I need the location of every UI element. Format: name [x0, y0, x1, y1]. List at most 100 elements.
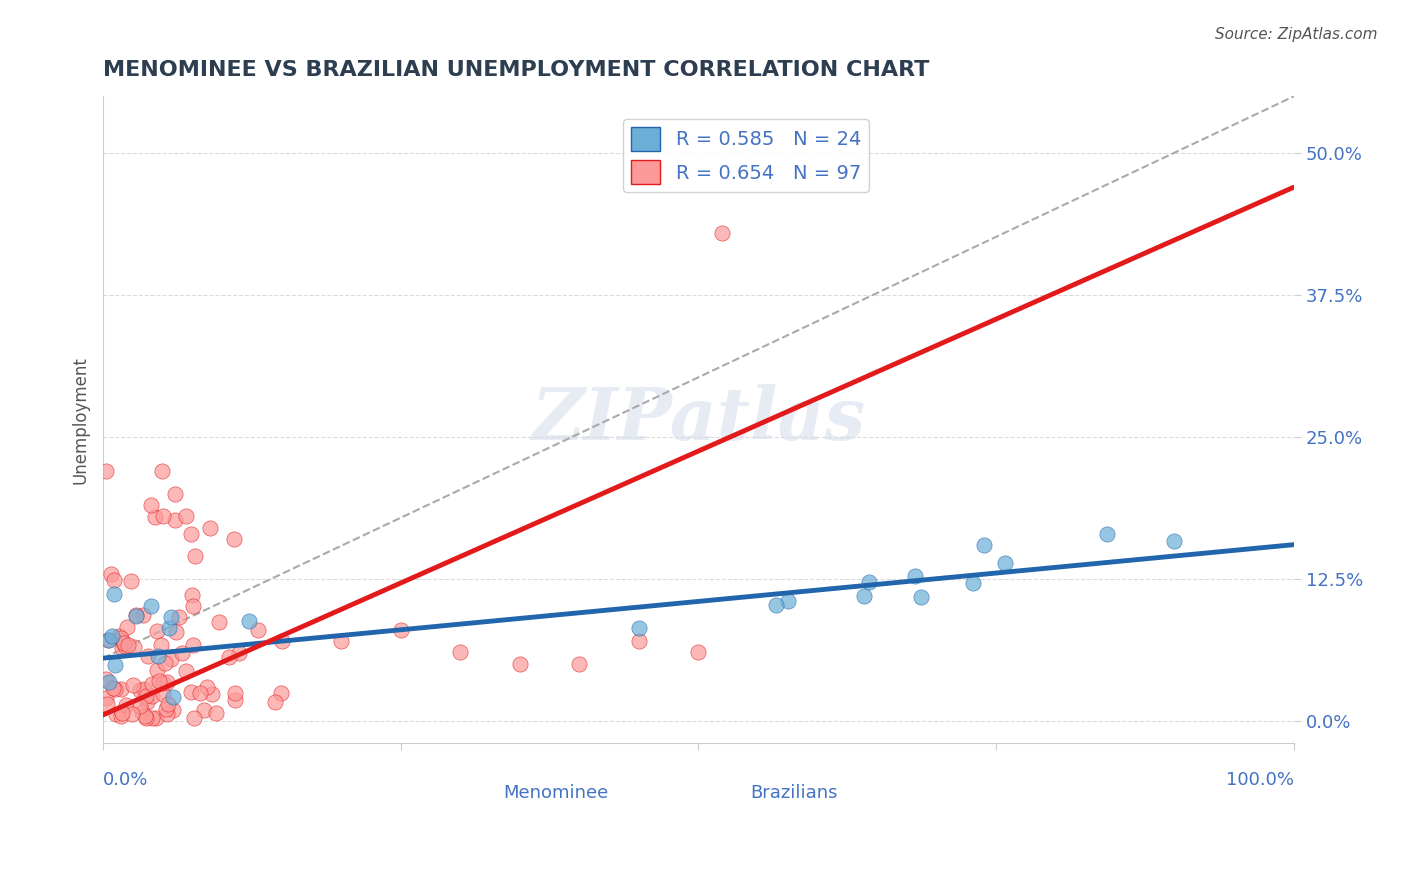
Point: [135, 695, 157, 709]
Point: [627, 622, 650, 636]
Point: [135, 689, 157, 703]
Point: [141, 677, 163, 691]
Point: [110, 682, 132, 697]
Text: 0.0%: 0.0%: [103, 772, 149, 789]
Point: [156, 707, 179, 722]
Point: [765, 598, 787, 612]
Point: [94, 673, 117, 687]
Point: [134, 709, 156, 723]
Point: [170, 646, 193, 660]
Point: [181, 599, 204, 614]
Point: [165, 624, 187, 639]
Point: [183, 711, 205, 725]
Point: [149, 638, 172, 652]
Point: [132, 607, 155, 622]
Point: [449, 645, 471, 659]
Point: [125, 609, 148, 624]
Point: [193, 703, 215, 717]
Point: [330, 634, 353, 648]
Point: [103, 587, 125, 601]
Point: [114, 639, 136, 653]
Point: [94, 690, 117, 705]
Point: [136, 648, 159, 663]
Point: [184, 549, 207, 563]
Text: Source: ZipAtlas.com: Source: ZipAtlas.com: [1215, 27, 1378, 42]
Point: [148, 648, 170, 663]
Point: [181, 638, 204, 652]
Point: [103, 573, 125, 587]
Point: [509, 657, 531, 671]
Point: [200, 521, 222, 535]
Point: [115, 620, 138, 634]
Point: [160, 609, 183, 624]
Point: [110, 708, 132, 723]
FancyBboxPatch shape: [484, 792, 513, 806]
Point: [238, 615, 260, 629]
Point: [180, 685, 202, 699]
Point: [101, 629, 124, 643]
Point: [103, 681, 125, 695]
Point: [104, 681, 127, 696]
Point: [98, 632, 121, 647]
Point: [688, 645, 710, 659]
Point: [152, 509, 174, 524]
Point: [711, 226, 734, 240]
Point: [205, 706, 228, 721]
Point: [1163, 534, 1185, 549]
Point: [568, 657, 591, 671]
Point: [174, 664, 197, 678]
Point: [162, 703, 184, 717]
Point: [994, 556, 1017, 570]
Point: [111, 640, 134, 655]
Point: [246, 623, 269, 637]
Point: [157, 697, 180, 711]
Point: [100, 567, 122, 582]
Point: [157, 621, 180, 635]
Point: [96, 697, 118, 711]
Point: [222, 532, 245, 546]
Point: [94, 464, 117, 478]
Point: [110, 632, 132, 646]
Point: [176, 509, 198, 524]
Point: [962, 575, 984, 590]
Point: [141, 689, 163, 703]
Point: [627, 634, 650, 648]
Point: [121, 707, 143, 722]
Point: [124, 640, 146, 654]
Point: [117, 638, 139, 652]
Point: [148, 673, 170, 688]
Point: [155, 701, 177, 715]
Point: [112, 636, 135, 650]
Text: Menominee: Menominee: [503, 784, 609, 802]
Point: [910, 590, 932, 604]
Text: Brazilians: Brazilians: [749, 784, 838, 802]
Point: [129, 683, 152, 698]
Point: [150, 464, 173, 478]
Point: [264, 695, 287, 709]
Point: [904, 569, 927, 583]
Point: [115, 698, 138, 713]
Point: [139, 498, 162, 512]
Point: [163, 486, 186, 500]
Point: [208, 615, 231, 629]
Text: 100.0%: 100.0%: [1226, 772, 1294, 789]
Point: [104, 657, 127, 672]
Point: [128, 698, 150, 713]
Point: [1095, 527, 1118, 541]
Point: [131, 706, 153, 720]
Point: [167, 610, 190, 624]
Point: [98, 674, 121, 689]
Text: ZIPatlas: ZIPatlas: [531, 384, 866, 455]
Point: [146, 663, 169, 677]
Point: [224, 686, 246, 700]
Point: [162, 690, 184, 705]
Point: [122, 678, 145, 692]
Point: [125, 607, 148, 622]
Point: [97, 632, 120, 647]
Point: [135, 711, 157, 725]
Point: [270, 686, 292, 700]
Point: [108, 629, 131, 643]
Point: [145, 624, 167, 638]
Point: [104, 706, 127, 721]
Point: [134, 682, 156, 697]
